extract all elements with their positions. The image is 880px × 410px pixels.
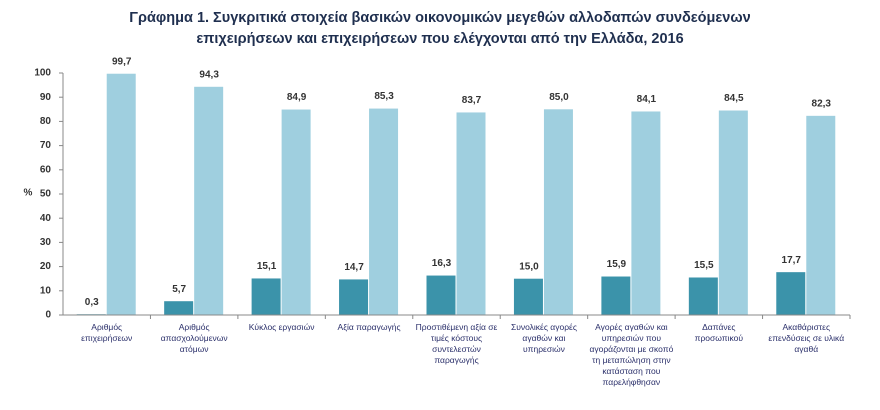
bar <box>106 73 136 315</box>
value-label: 16,3 <box>432 258 452 269</box>
value-label: 84,9 <box>287 92 307 103</box>
value-label: 84,1 <box>637 94 657 105</box>
value-label: 15,1 <box>257 261 277 272</box>
x-tick-label: Συνολικές αγορές αγαθών και υπηρεσιών <box>510 322 577 354</box>
y-tick-label: 50 <box>40 189 52 200</box>
value-label: 5,7 <box>172 284 186 295</box>
value-label: 83,7 <box>462 95 482 106</box>
bar <box>456 112 486 315</box>
bar <box>601 276 631 315</box>
bar <box>688 277 718 315</box>
x-tick-label: Αξία παραγωγής <box>337 322 401 332</box>
x-tick-label: Αριθμός επιχειρήσεων <box>81 322 133 343</box>
value-label: 82,3 <box>812 98 832 109</box>
value-label: 94,3 <box>199 69 219 80</box>
y-tick-label: 70 <box>40 140 52 151</box>
value-label: 14,7 <box>344 262 364 273</box>
bar <box>631 111 661 315</box>
y-axis-label: % <box>24 188 33 199</box>
bar <box>718 110 748 315</box>
chart-title: Γράφημα 1. Συγκριτικά στοιχεία βασικών ο… <box>129 10 751 47</box>
bar <box>251 278 281 315</box>
y-tick-label: 100 <box>34 68 51 79</box>
x-tick-label: Ακαθάριστες επενδύσεις σε υλικά αγαθά <box>768 322 845 354</box>
y-tick-label: 40 <box>40 213 52 224</box>
value-label: 17,7 <box>782 255 802 266</box>
bar <box>194 86 224 315</box>
x-tick-label: Κύκλος εργασιών <box>248 322 315 332</box>
y-tick-label: 0 <box>45 310 51 321</box>
bar <box>164 301 194 315</box>
value-label: 84,5 <box>724 93 744 104</box>
value-label: 15,9 <box>607 259 627 270</box>
x-tick-label: Δαπάνες προσωπικού <box>694 322 744 343</box>
bar <box>339 279 369 315</box>
y-tick-label: 80 <box>40 116 52 127</box>
value-label: 15,0 <box>519 261 539 272</box>
bar <box>776 272 806 315</box>
x-tick-label: Αγορές αγαθών και υπηρεσιών που αγοράζον… <box>589 322 674 387</box>
value-label: 85,3 <box>374 91 394 102</box>
bar <box>426 275 456 315</box>
y-tick-label: 10 <box>40 285 52 296</box>
x-tick-label: Προστιθέμενη αξία σε τιμές κόστους συντε… <box>415 322 498 365</box>
y-tick-label: 60 <box>40 164 52 175</box>
bar <box>513 278 543 315</box>
value-label: 15,5 <box>694 260 714 271</box>
value-label: 99,7 <box>112 56 132 67</box>
y-tick-label: 30 <box>40 237 52 248</box>
y-tick-label: 90 <box>40 92 52 103</box>
bar <box>543 109 573 315</box>
value-label: 0,3 <box>85 297 99 308</box>
y-tick-label: 20 <box>40 261 52 272</box>
bar <box>281 109 311 316</box>
x-tick-label: Αριθμός απασχολούμενων ατόμων <box>160 322 228 354</box>
value-label: 85,0 <box>549 92 569 103</box>
bar <box>806 115 836 315</box>
bar <box>369 108 399 315</box>
